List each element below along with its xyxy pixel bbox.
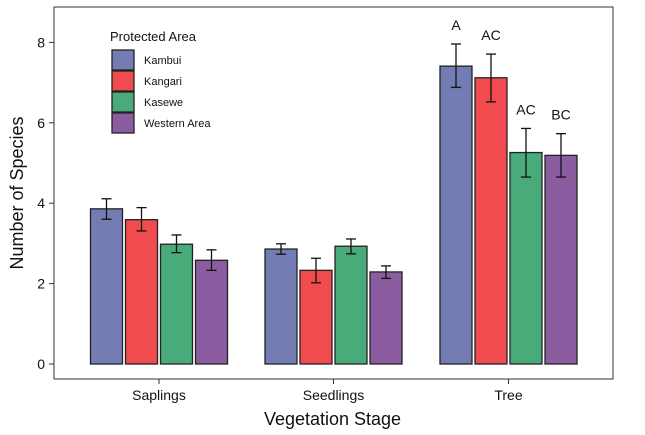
y-tick-label: 8 <box>37 34 45 50</box>
bar-kambui-seedlings <box>264 248 298 365</box>
bar-western-area-tree <box>544 154 578 365</box>
bar-kangari-saplings <box>124 219 159 365</box>
error-bars-layer <box>101 43 566 284</box>
legend: Protected Area Kambui Kangari Kasewe Wester… <box>110 29 211 134</box>
y-tick-label: 0 <box>37 356 45 372</box>
x-tick-label: Tree <box>494 387 522 403</box>
x-axis-label: Vegetation Stage <box>264 409 401 429</box>
y-tick-label: 4 <box>37 195 45 211</box>
annotations-layer: A AC AC BC <box>451 17 570 123</box>
bar-western-area-seedlings <box>369 271 403 365</box>
significance-label: BC <box>551 107 570 123</box>
x-axis: Saplings Seedlings Tree <box>132 379 523 403</box>
error-bar <box>136 206 147 232</box>
legend-swatch <box>111 70 135 92</box>
legend-label: Kangari <box>144 76 182 88</box>
error-bar <box>521 127 531 178</box>
error-bar <box>101 198 112 220</box>
bars-layer <box>89 65 578 365</box>
error-bar <box>311 257 321 284</box>
y-tick-label: 6 <box>37 115 45 131</box>
error-bar <box>206 249 217 271</box>
error-bar <box>451 43 461 89</box>
y-axis-label: Number of Species <box>7 116 27 269</box>
y-axis: 0 2 4 6 8 <box>37 34 54 372</box>
error-bar <box>486 53 496 103</box>
bar-kangari-seedlings <box>299 269 333 365</box>
bar-kangari-tree <box>474 77 508 365</box>
bar-kasewe-tree <box>509 151 543 365</box>
error-bar <box>276 243 286 255</box>
legend-swatch <box>111 91 135 113</box>
x-tick-label: Seedlings <box>303 387 365 403</box>
legend-title: Protected Area <box>110 29 197 44</box>
legend-label: Kasewe <box>144 97 183 109</box>
error-bar <box>171 234 182 254</box>
significance-label: A <box>451 17 461 33</box>
bar-kasewe-saplings <box>159 243 194 365</box>
legend-item: Kangari <box>111 70 182 92</box>
x-tick-label: Saplings <box>132 387 186 403</box>
error-bar <box>346 238 356 255</box>
legend-label: Western Area <box>144 118 211 130</box>
significance-label: AC <box>516 101 535 117</box>
legend-item: Western Area <box>111 112 211 134</box>
error-bar <box>381 265 391 280</box>
legend-item: Kambui <box>111 49 181 71</box>
legend-item: Kasewe <box>111 91 183 113</box>
bar-kambui-saplings <box>89 208 124 365</box>
significance-label: AC <box>481 27 500 43</box>
bar-kambui-tree <box>439 65 473 365</box>
bar-western-area-saplings <box>194 259 229 365</box>
legend-swatch <box>111 49 135 71</box>
y-tick-label: 2 <box>37 276 45 292</box>
legend-label: Kambui <box>144 55 181 67</box>
bar-kasewe-seedlings <box>334 245 368 365</box>
legend-swatch <box>111 112 135 134</box>
error-bar <box>556 133 566 178</box>
